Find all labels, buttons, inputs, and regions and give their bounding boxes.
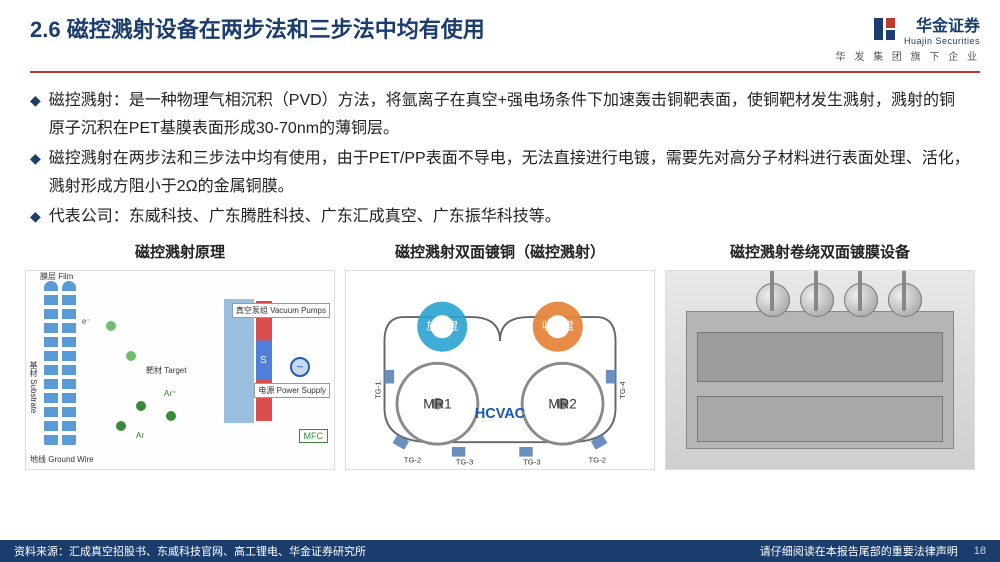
bullet-text: 磁控溅射：是一种物理气相沉积（PVD）方法，将氩离子在真空+强电场条件下加速轰击… bbox=[49, 87, 970, 143]
label-vacuum: 真空泵组 Vacuum Pumps bbox=[232, 303, 330, 318]
label-rewind: 收卷辊 bbox=[542, 320, 574, 333]
label-unwind: 放卷辊 bbox=[426, 320, 458, 333]
svg-text:TG-2: TG-2 bbox=[589, 455, 607, 464]
figure-3: 磁控溅射卷绕双面镀膜设备 bbox=[665, 241, 975, 470]
page-number: 18 bbox=[974, 545, 986, 557]
bullet-icon: ◆ bbox=[30, 145, 41, 201]
svg-text:TG-3: TG-3 bbox=[456, 457, 474, 466]
label-e: e⁻ bbox=[82, 317, 91, 326]
label-power: 电源 Power Supply bbox=[254, 383, 330, 398]
footer-disclaimer: 请仔细阅读在本报告尾部的重要法律声明 bbox=[760, 543, 958, 559]
machine-body bbox=[686, 311, 954, 449]
slide-footer: 资料来源：汇成真空招股书、东威科技官网、高工锂电、华金证券研究所 请仔细阅读在本… bbox=[0, 540, 1000, 562]
bullet-item: ◆ 磁控溅射：是一种物理气相沉积（PVD）方法，将氩离子在真空+强电场条件下加速… bbox=[30, 87, 970, 143]
figure-diagram: 放卷辊 收卷辊 MR1 MR2 bbox=[345, 270, 655, 470]
figure-title: 磁控溅射卷绕双面镀膜设备 bbox=[730, 241, 910, 262]
label-mfc: MFC bbox=[299, 429, 329, 443]
label-ar: Ar bbox=[136, 431, 144, 440]
slide-title: 2.6 磁控溅射设备在两步法和三步法中均有使用 bbox=[30, 12, 836, 44]
ar-ion-icon bbox=[136, 401, 146, 411]
label-arplus: Ar⁺ bbox=[164, 389, 176, 398]
figure-2: 磁控溅射双面镀铜（磁控溅射） 放卷辊 收卷辊 MR1 MR2 bbox=[345, 241, 655, 470]
bullet-icon: ◆ bbox=[30, 203, 41, 231]
footer-source: 资料来源：汇成真空招股书、东威科技官网、高工锂电、华金证券研究所 bbox=[14, 543, 366, 559]
figures-row: 磁控溅射原理 膜层 Film 基材 Substrate 真空泵组 Vacuum … bbox=[25, 241, 975, 470]
label-film: 膜层 Film bbox=[40, 271, 73, 282]
label-target: 靶材 Target bbox=[146, 365, 186, 376]
label-ground: 地线 Ground Wire bbox=[30, 454, 94, 465]
figure-render bbox=[665, 270, 975, 470]
bullet-text: 磁控溅射在两步法和三步法中均有使用，由于PET/PP表面不导电，无法直接进行电镀… bbox=[49, 145, 970, 201]
ar-ion-icon bbox=[116, 421, 126, 431]
title-divider bbox=[30, 71, 980, 73]
bullet-item: ◆ 代表公司：东威科技、广东腾胜科技、广东汇成真空、广东振华科技等。 bbox=[30, 203, 970, 231]
slide-header: 2.6 磁控溅射设备在两步法和三步法中均有使用 华金证券 Huajin Secu… bbox=[0, 0, 1000, 63]
logo-subtitle: 华 发 集 团 旗 下 企 业 bbox=[836, 48, 980, 63]
svg-text:TG-1: TG-1 bbox=[374, 381, 383, 399]
logo-text-cn: 华金证券 bbox=[904, 12, 980, 36]
svg-text:TG-3: TG-3 bbox=[523, 457, 541, 466]
bullet-list: ◆ 磁控溅射：是一种物理气相沉积（PVD）方法，将氩离子在真空+强电场条件下加速… bbox=[30, 87, 970, 231]
ac-icon: ~ bbox=[290, 357, 310, 377]
logo: 华金证券 Huajin Securities 华 发 集 团 旗 下 企 业 bbox=[836, 12, 980, 63]
svg-text:TG-2: TG-2 bbox=[404, 455, 422, 464]
electron-icon bbox=[106, 321, 116, 331]
svg-text:TG-4: TG-4 bbox=[618, 381, 627, 399]
figure-diagram: 膜层 Film 基材 Substrate 真空泵组 Vacuum Pumps ~… bbox=[25, 270, 335, 470]
bullet-text: 代表公司：东威科技、广东腾胜科技、广东汇成真空、广东振华科技等。 bbox=[49, 203, 561, 231]
figure-title: 磁控溅射原理 bbox=[135, 241, 225, 262]
logo-mark-icon bbox=[872, 16, 898, 42]
electron-icon bbox=[126, 351, 136, 361]
label-mr1: MR1 bbox=[423, 397, 451, 412]
label-mr2: MR2 bbox=[548, 397, 576, 412]
brand-label: HCVAC bbox=[475, 406, 526, 422]
label-substrate: 基材 Substrate bbox=[28, 361, 39, 413]
figure-title: 磁控溅射双面镀铜（磁控溅射） bbox=[395, 241, 605, 262]
logo-text-en: Huajin Securities bbox=[904, 36, 980, 46]
bullet-icon: ◆ bbox=[30, 87, 41, 143]
bullet-item: ◆ 磁控溅射在两步法和三步法中均有使用，由于PET/PP表面不导电，无法直接进行… bbox=[30, 145, 970, 201]
ar-ion-icon bbox=[166, 411, 176, 421]
figure-1: 磁控溅射原理 膜层 Film 基材 Substrate 真空泵组 Vacuum … bbox=[25, 241, 335, 470]
